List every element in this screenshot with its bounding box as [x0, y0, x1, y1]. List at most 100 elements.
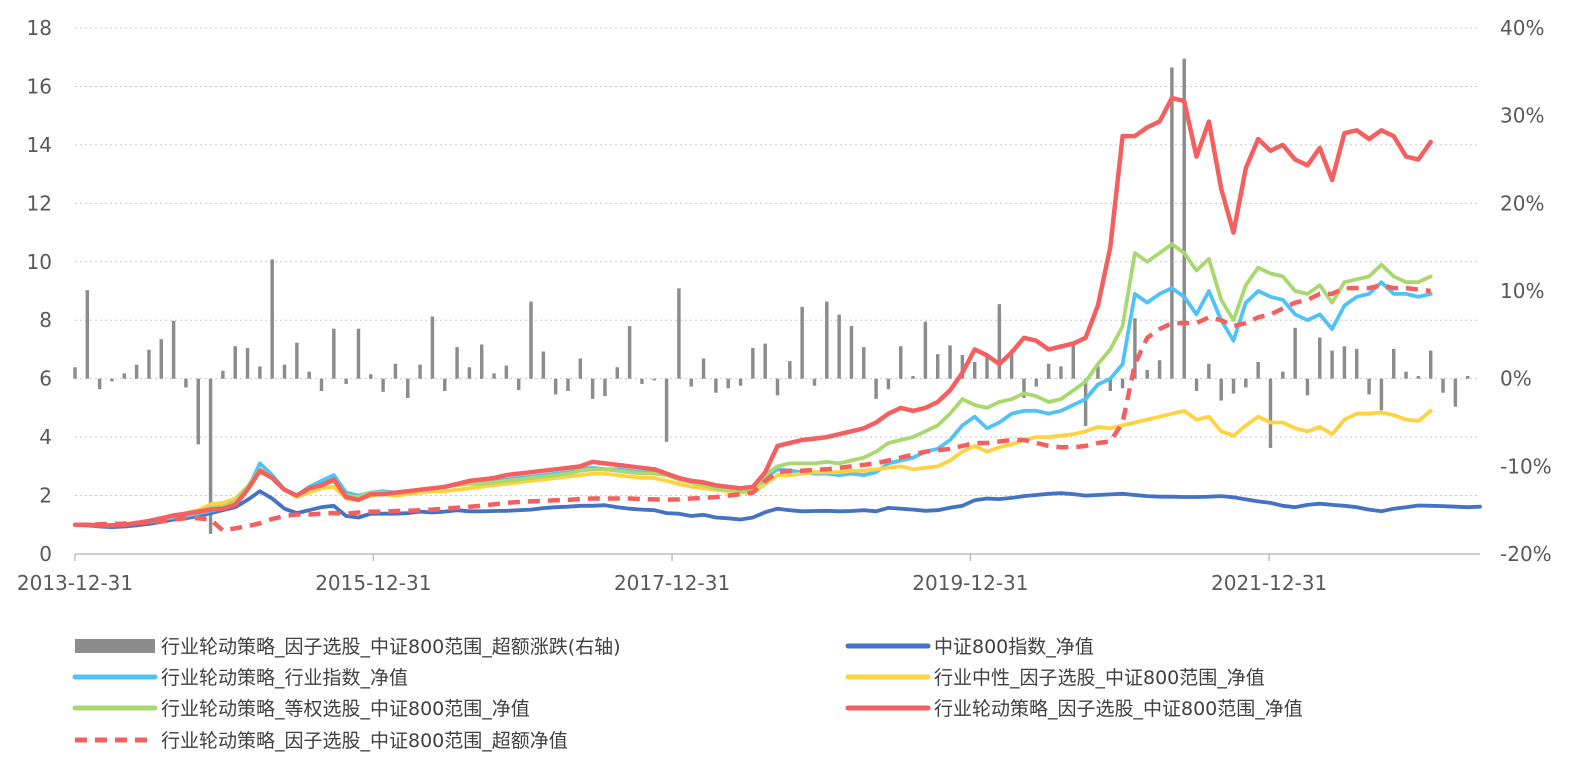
x-tick-label: 2019-12-31	[912, 571, 1028, 595]
excess-bar	[1009, 349, 1014, 379]
excess-bar	[1293, 327, 1297, 379]
y2-tick-label: 10%	[1500, 279, 1544, 303]
excess-bar	[1441, 378, 1445, 393]
excess-bar	[1244, 378, 1248, 388]
x-tick-label: 2015-12-31	[315, 571, 431, 595]
excess-bar	[714, 378, 718, 393]
excess-bar	[1281, 371, 1285, 379]
excess-bar	[443, 378, 447, 391]
excess-bar	[726, 378, 730, 389]
y2-tick-label: 20%	[1500, 191, 1544, 215]
excess-bar	[763, 343, 767, 379]
y-tick-label: 12	[27, 191, 52, 215]
excess-bar	[1465, 376, 1470, 379]
excess-bar	[862, 347, 866, 379]
legend-label: 行业中性_因子选股_中证800范围_净值	[934, 667, 1265, 689]
excess-bar	[1305, 378, 1310, 396]
excess-bar	[1207, 363, 1211, 379]
excess-bar	[110, 378, 114, 382]
excess-bar	[356, 328, 361, 379]
legend-label: 行业轮动策略_因子选股_中证800范围_超额净值	[161, 730, 568, 752]
excess-bar	[233, 346, 237, 379]
series-line-4	[72, 95, 1433, 528]
y-tick-label: 0	[39, 542, 52, 566]
x-tick-label: 2017-12-31	[614, 571, 730, 595]
y-tick-label: 6	[39, 367, 52, 391]
excess-bar	[258, 366, 262, 379]
axes: 0 2 4 6 8 10 12 14 16 18 -20% -10% 0% 10% 20% 30% 40% 201…	[17, 16, 1552, 595]
excess-bar	[134, 364, 139, 379]
excess-bar	[1219, 378, 1223, 401]
excess-bar	[171, 320, 176, 379]
excess-bar	[751, 347, 755, 379]
legend-label: 行业轮动策略_行业指数_净值	[161, 667, 408, 689]
excess-bar	[923, 321, 928, 379]
legend-label: 中证800指数_净值	[934, 636, 1094, 658]
excess-bar	[1453, 378, 1458, 407]
excess-bar	[689, 378, 693, 387]
legend-label: 行业轮动策略_因子选股_中证800范围_净值	[934, 698, 1303, 720]
excess-bar	[516, 378, 521, 391]
legend-swatch-bar	[75, 639, 155, 653]
legend-label: 行业轮动策略_等权选股_中证800范围_净值	[161, 698, 530, 720]
excess-bar	[849, 326, 854, 379]
excess-bar	[1083, 378, 1088, 427]
x-tick-label: 2013-12-31	[17, 571, 133, 595]
excess-bar	[553, 378, 558, 395]
excess-bar	[1379, 378, 1384, 411]
excess-bar	[1231, 378, 1236, 394]
excess-bar	[738, 378, 743, 386]
excess-bar	[504, 365, 509, 379]
excess-return-bars	[73, 58, 1470, 534]
excess-bar	[1416, 376, 1421, 379]
excess-bar	[1059, 366, 1063, 379]
excess-bar	[935, 354, 940, 379]
excess-bar	[590, 378, 595, 399]
excess-bar	[972, 362, 977, 379]
excess-bar	[603, 378, 607, 397]
excess-bar	[825, 301, 829, 379]
excess-bar	[640, 378, 644, 384]
excess-bar	[73, 367, 77, 379]
excess-bar	[1318, 337, 1322, 379]
excess-bar	[97, 378, 102, 390]
excess-bar	[541, 351, 546, 379]
excess-bar	[1096, 366, 1100, 379]
excess-bar	[492, 373, 496, 379]
series-lines	[72, 95, 1482, 533]
excess-bar	[812, 378, 817, 386]
x-tick-label: 2021-12-31	[1211, 571, 1327, 595]
excess-bar	[1268, 378, 1273, 448]
excess-bar	[899, 346, 903, 379]
excess-bar	[393, 363, 398, 379]
series-line-0	[73, 489, 1482, 529]
excess-bar	[85, 290, 90, 379]
excess-bar	[886, 378, 891, 390]
excess-bar	[615, 367, 620, 379]
excess-bar	[1342, 346, 1347, 379]
y2-tick-label: 0%	[1500, 367, 1532, 391]
excess-bar	[307, 371, 311, 379]
y2-tick-label: 30%	[1500, 104, 1544, 128]
y-tick-label: 4	[39, 425, 52, 449]
excess-bar	[664, 378, 669, 442]
excess-bar	[467, 367, 472, 379]
excess-bar	[578, 358, 583, 379]
excess-bar	[418, 364, 422, 379]
excess-bar	[800, 306, 804, 379]
excess-bar	[1170, 67, 1174, 379]
excess-bar	[1133, 318, 1137, 379]
excess-bar	[701, 358, 706, 379]
excess-bar	[1194, 378, 1199, 391]
legend: 行业轮动策略_因子选股_中证800范围_超额涨跌(右轴) 中证800指数_净值行业…	[72, 636, 1303, 752]
y-tick-label: 18	[27, 16, 52, 40]
excess-bar	[295, 342, 299, 379]
excess-bar	[1108, 378, 1112, 391]
excess-bar	[627, 326, 632, 379]
excess-bar	[1428, 350, 1433, 379]
excess-bar	[1256, 362, 1260, 379]
excess-bar	[677, 288, 681, 379]
excess-bar	[208, 378, 213, 534]
excess-bar	[221, 370, 225, 379]
